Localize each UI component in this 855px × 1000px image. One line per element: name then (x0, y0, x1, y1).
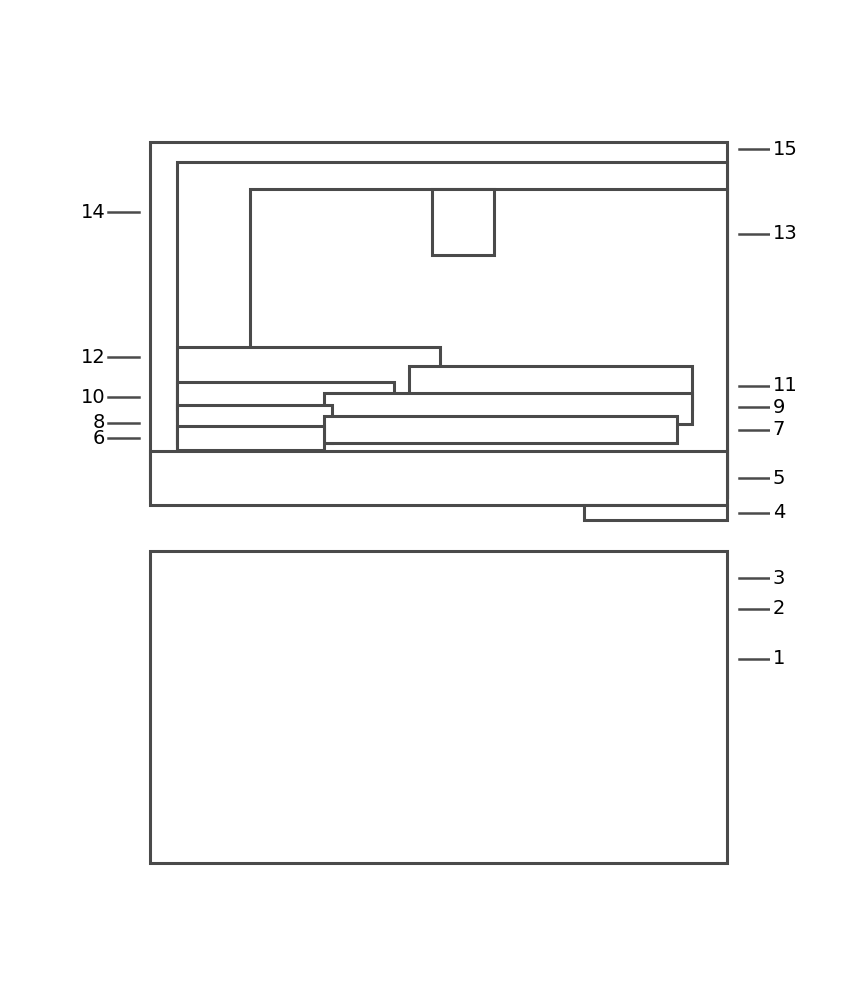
Text: 2: 2 (773, 599, 785, 618)
Text: 3: 3 (773, 569, 785, 588)
Bar (177, 162, 727, 497)
Text: 1: 1 (773, 650, 785, 668)
Bar (324, 393, 692, 424)
Text: 6: 6 (93, 429, 105, 448)
Bar (410, 366, 692, 409)
Text: 9: 9 (773, 398, 785, 417)
Bar (433, 189, 494, 255)
Bar (251, 567, 676, 605)
Bar (150, 451, 727, 505)
Bar (177, 382, 393, 420)
Text: 15: 15 (773, 140, 798, 159)
Bar (150, 142, 727, 497)
Bar (251, 189, 727, 497)
Bar (177, 347, 440, 409)
Text: 4: 4 (773, 503, 785, 522)
Bar (177, 405, 332, 443)
Bar (150, 551, 727, 863)
Text: 14: 14 (80, 203, 105, 222)
Bar (583, 505, 727, 520)
Text: 10: 10 (80, 388, 105, 407)
Bar (177, 426, 324, 450)
Text: 8: 8 (93, 413, 105, 432)
Text: 7: 7 (773, 420, 785, 439)
Text: 12: 12 (80, 348, 105, 367)
Text: 13: 13 (773, 224, 798, 243)
Text: 5: 5 (773, 469, 785, 488)
Bar (251, 567, 676, 644)
Text: 11: 11 (773, 376, 798, 395)
Bar (324, 416, 676, 443)
